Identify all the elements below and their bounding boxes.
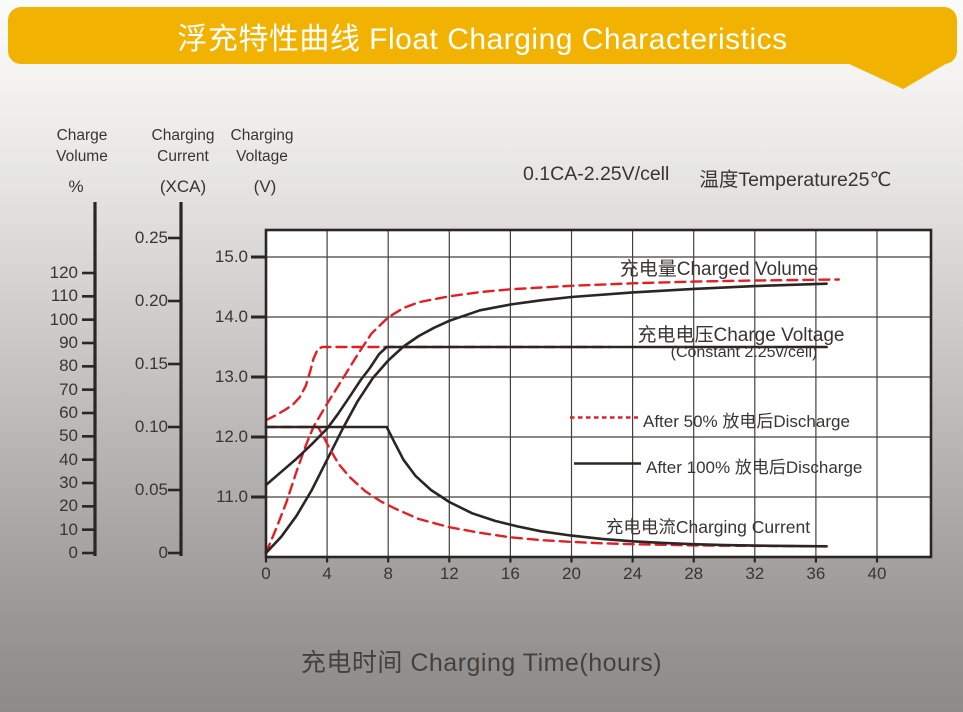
x-tick-marks — [264, 557, 879, 563]
volume-tick-label: 40 — [59, 449, 78, 469]
current-axis-ruler — [168, 202, 183, 556]
x-tick-label: 8 — [383, 564, 393, 583]
x-tick-label: 0 — [261, 564, 271, 583]
condition-note-rate: 0.1CA-2.25V/cell — [523, 163, 670, 185]
volume-tick-label: 100 — [49, 309, 78, 329]
current-axis-header: Charging Current — [151, 127, 215, 165]
current-tick-label: 0.15 — [134, 354, 168, 373]
volume-tick-label: 70 — [59, 379, 78, 399]
volume-tick-label: 120 — [49, 263, 78, 282]
series-voltage_100 — [264, 345, 828, 487]
legend-label-after-50: After 50% 放电后Discharge — [643, 412, 850, 431]
x-tick-label: 12 — [439, 564, 459, 583]
voltage-tick-marks — [251, 255, 266, 499]
legend-label-after-100: After 100% 放电后Discharge — [646, 458, 863, 477]
series-current_100 — [264, 425, 828, 548]
voltage-tick-label: 15.0 — [214, 247, 248, 266]
voltage-tick-label: 11.0 — [216, 487, 248, 506]
volume-tick-label: 30 — [59, 473, 78, 492]
series-current_50 — [264, 425, 824, 548]
current-tick-label: 0 — [158, 543, 168, 562]
current-tick-label: 0.25 — [134, 228, 168, 247]
series-volume_100 — [264, 282, 828, 555]
x-axis-title: 充电时间 Charging Time(hours) — [300, 649, 663, 677]
voltage-tick-label: 14.0 — [214, 307, 248, 326]
plot-border — [264, 228, 933, 559]
volume-axis-ruler — [82, 202, 97, 556]
volume-axis-header: Charge Volume — [56, 127, 108, 165]
x-tick-label: 4 — [322, 564, 332, 583]
series-voltage_50 — [264, 345, 611, 422]
volume-tick-label: 50 — [59, 426, 78, 446]
volume-tick-label: 0 — [68, 543, 78, 562]
gridlines — [266, 230, 931, 557]
x-tick-label: 16 — [500, 564, 520, 583]
volume-axis-unit: % — [68, 177, 84, 196]
volume-tick-label: 20 — [59, 496, 78, 516]
current-tick-label: 0.05 — [134, 480, 168, 499]
condition-note-temperature: 温度Temperature25℃ — [699, 169, 892, 191]
charge-voltage-sub-label: (Constant 2.25v/cell) — [670, 344, 818, 361]
charged-volume-label: 充电量Charged Volume — [619, 259, 819, 280]
current-tick-label: 0.20 — [134, 291, 168, 310]
condition-note: 0.1CA-2.25V/cell 温度Temperature25℃ — [523, 163, 891, 192]
x-tick-label: 36 — [806, 564, 826, 583]
volume-tick-label: 60 — [59, 403, 78, 422]
voltage-tick-label: 13.0 — [214, 367, 248, 386]
x-tick-label: 20 — [562, 564, 581, 583]
x-tick-label: 28 — [684, 564, 704, 583]
x-tick-label: 24 — [623, 564, 643, 583]
page-title: 浮充特性曲线 Float Charging Characteristics — [177, 22, 788, 56]
title-banner: 浮充特性曲线 Float Charging Characteristics — [8, 7, 957, 64]
volume-tick-label: 80 — [59, 356, 78, 376]
charging-current-label: 充电电流Charging Current — [605, 517, 811, 537]
voltage-tick-label: 12.0 — [214, 427, 248, 446]
series-volume_50 — [264, 278, 840, 555]
x-tick-label: 32 — [745, 564, 765, 583]
charge-voltage-label: 充电电压Charge Voltage — [637, 325, 845, 346]
current-axis-unit: (XCA) — [159, 177, 207, 196]
volume-tick-label: 90 — [59, 333, 78, 352]
current-tick-label: 0.10 — [134, 417, 168, 436]
volume-tick-label: 10 — [59, 519, 78, 539]
volume-tick-label: 110 — [50, 286, 78, 306]
voltage-axis-unit: (V) — [253, 177, 277, 196]
x-tick-label: 40 — [867, 564, 887, 583]
voltage-axis-header: Charging Voltage — [230, 127, 294, 165]
